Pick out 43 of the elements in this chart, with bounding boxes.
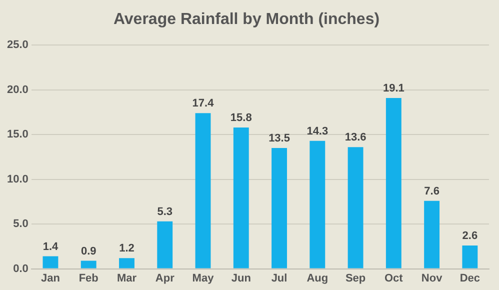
bar <box>80 260 96 268</box>
data-label: 13.5 <box>268 132 290 145</box>
data-label: 13.6 <box>344 132 366 144</box>
bar <box>424 200 440 268</box>
x-tick-label: Feb <box>78 272 99 284</box>
data-label: 5.3 <box>157 206 173 218</box>
x-tick-label: Oct <box>384 272 404 284</box>
x-tick-label: Aug <box>306 272 328 284</box>
bar <box>462 246 478 268</box>
x-tick-label: Jul <box>271 272 288 284</box>
y-tick-label: 15.0 <box>6 128 28 141</box>
bar <box>119 258 134 268</box>
data-label: 1.4 <box>42 240 59 253</box>
bar <box>348 147 364 268</box>
bar <box>272 148 287 268</box>
x-tick-label: Nov <box>421 272 444 284</box>
data-label: 7.6 <box>424 185 440 198</box>
x-tick-label: Sep <box>345 272 366 284</box>
x-tick-label: Jan <box>40 272 60 284</box>
data-label: 19.1 <box>382 82 404 94</box>
y-tick-label: 0.0 <box>13 262 28 275</box>
chart-title: Average Rainfall by Month (inches) <box>113 11 380 28</box>
x-tick-label: Mar <box>116 272 138 284</box>
data-label: 15.8 <box>230 112 252 124</box>
bar <box>233 127 249 268</box>
bar <box>157 221 173 268</box>
x-tick-label: Apr <box>155 272 176 284</box>
y-tick-label: 20.0 <box>6 84 28 96</box>
bar <box>310 140 326 268</box>
x-tick-label: Jun <box>231 272 252 284</box>
data-label: 14.3 <box>306 125 328 138</box>
data-label: 2.6 <box>462 230 478 242</box>
data-label: 17.4 <box>192 98 215 110</box>
data-label: 0.9 <box>80 245 96 258</box>
y-tick-label: 25.0 <box>6 39 28 52</box>
x-tick-label: Dec <box>460 272 480 284</box>
bar <box>42 256 58 268</box>
bar <box>195 113 211 268</box>
y-tick-label: 10.0 <box>6 173 28 186</box>
x-tick-label: May <box>192 272 215 284</box>
data-label: 1.2 <box>119 242 134 255</box>
y-tick-label: 5.0 <box>13 218 28 230</box>
bar <box>386 98 402 268</box>
